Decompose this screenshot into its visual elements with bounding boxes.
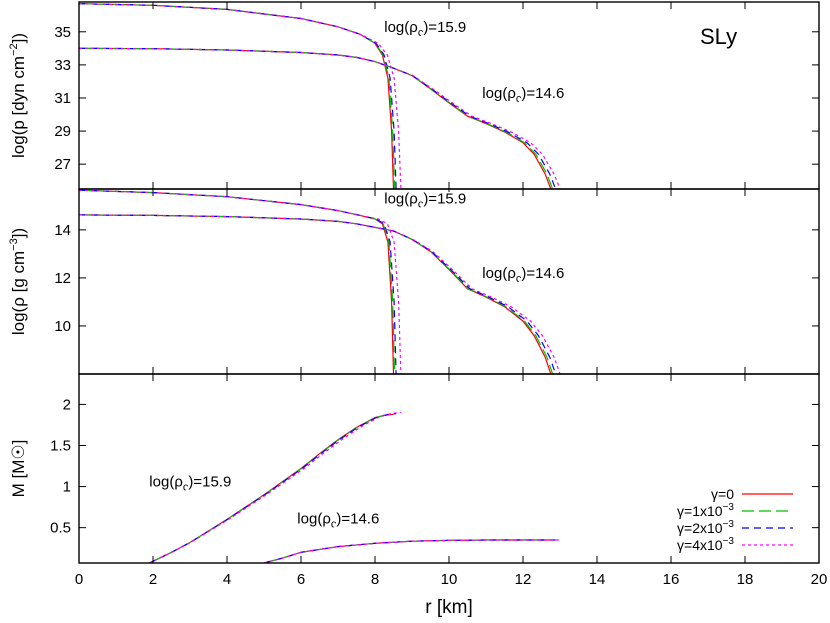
x-tick-label: 2 bbox=[149, 571, 157, 588]
curve-high-series-2 bbox=[79, 3, 396, 189]
x-tick-label: 6 bbox=[297, 571, 305, 588]
curve-low-series-2 bbox=[79, 47, 554, 189]
annotation-label: log(ρc​)=14.6 bbox=[297, 511, 379, 531]
annotation-label: log(ρc​)=14.6 bbox=[482, 85, 564, 105]
annotation-label: log(ρc​)=15.9 bbox=[384, 190, 466, 210]
curve-low-series-1 bbox=[79, 47, 552, 189]
curve-high-series-1 bbox=[79, 3, 395, 189]
x-tick-label: 8 bbox=[371, 571, 379, 588]
curve-low-series-3 bbox=[263, 539, 556, 563]
x-tick-label: 10 bbox=[441, 571, 458, 588]
annotation-label: log(ρc​)=15.9 bbox=[384, 19, 466, 39]
annotation-label: log(ρc​)=14.6 bbox=[482, 265, 564, 285]
curve-low-series-3 bbox=[79, 47, 557, 189]
curve-high-series-4 bbox=[79, 3, 402, 189]
curves bbox=[79, 189, 561, 374]
panel-2: 10 12 14 log(ρ [g cm−3​]) log(ρc​)=15.9 log(ρ… bbox=[8, 188, 820, 375]
y-tick-label: 2 bbox=[63, 396, 71, 413]
curve-high-series-4 bbox=[149, 411, 401, 563]
eos-label: SLy bbox=[700, 24, 737, 49]
curve-high-series-3 bbox=[79, 3, 397, 189]
legend-label: γ=2x10−3 bbox=[677, 519, 734, 536]
curve-high-series-1 bbox=[79, 189, 395, 374]
legend: γ=0γ=1x10−3γ=2x10−3γ=4x10−3 bbox=[677, 486, 793, 553]
curve-high-series-3 bbox=[79, 189, 397, 374]
curve-low-series-4 bbox=[263, 539, 560, 563]
y-tick-label: 1.5 bbox=[50, 437, 71, 454]
x-tick-label: 0 bbox=[75, 571, 83, 588]
y-axis-label: log(p [dyn cm−2​]) bbox=[8, 33, 28, 158]
curves bbox=[149, 411, 560, 563]
curve-low-series-4 bbox=[79, 47, 561, 189]
y-tick-label: 27 bbox=[54, 156, 71, 173]
legend-label: γ=4x10−3 bbox=[677, 536, 734, 553]
curves bbox=[79, 3, 561, 189]
panel-frame bbox=[78, 373, 820, 564]
panel-1: 27 29 31 33 35 log(p [dyn cm−2​]) log(ρc​)=15.… bbox=[8, 1, 820, 190]
x-tick-label: 16 bbox=[663, 571, 680, 588]
x-tick-label: 18 bbox=[737, 571, 754, 588]
y-tick-label: 29 bbox=[54, 123, 71, 140]
y-axis-label: M [M☉] bbox=[9, 440, 28, 498]
x-axis-label: r [km] bbox=[425, 597, 473, 618]
y-tick-label: 10 bbox=[54, 318, 71, 335]
curve-low-series-3 bbox=[79, 214, 557, 374]
x-tick-label: 14 bbox=[589, 571, 606, 588]
curve-low-series-1 bbox=[79, 214, 552, 374]
y-tick-label: 31 bbox=[54, 90, 71, 107]
x-tick-label: 20 bbox=[811, 571, 828, 588]
legend-label: γ=0 bbox=[711, 486, 734, 502]
x-tick-label: 12 bbox=[515, 571, 532, 588]
y-tick-label: 0.5 bbox=[50, 520, 71, 537]
y-tick-label: 33 bbox=[54, 57, 71, 74]
legend-label: γ=1x10−3 bbox=[677, 502, 734, 519]
curve-high-series-2 bbox=[79, 189, 396, 374]
y-tick-label: 14 bbox=[54, 222, 71, 239]
x-axis: 0 2 4 6 8 10 12 14 16 18 20 r [km] bbox=[75, 571, 828, 618]
panel-frame bbox=[78, 188, 820, 375]
panels-layer: 27 29 31 33 35 log(p [dyn cm−2​]) log(ρc​)=15.… bbox=[8, 1, 820, 564]
y-tick-label: 12 bbox=[54, 270, 71, 287]
x-tick-label: 4 bbox=[223, 571, 231, 588]
y-axis-label: log(ρ [g cm−3​]) bbox=[8, 228, 28, 335]
curve-high-series-4 bbox=[79, 189, 402, 374]
annotation-label: log(ρc​)=15.9 bbox=[149, 474, 231, 494]
curve-low-series-4 bbox=[79, 214, 561, 374]
y-tick-label: 1 bbox=[63, 479, 71, 496]
y-tick-label: 35 bbox=[54, 24, 71, 41]
panel-3: 0.5 1 1.5 2 M [M☉] log(ρc​)=15.9 log(ρc​)=14.6 bbox=[9, 373, 820, 564]
